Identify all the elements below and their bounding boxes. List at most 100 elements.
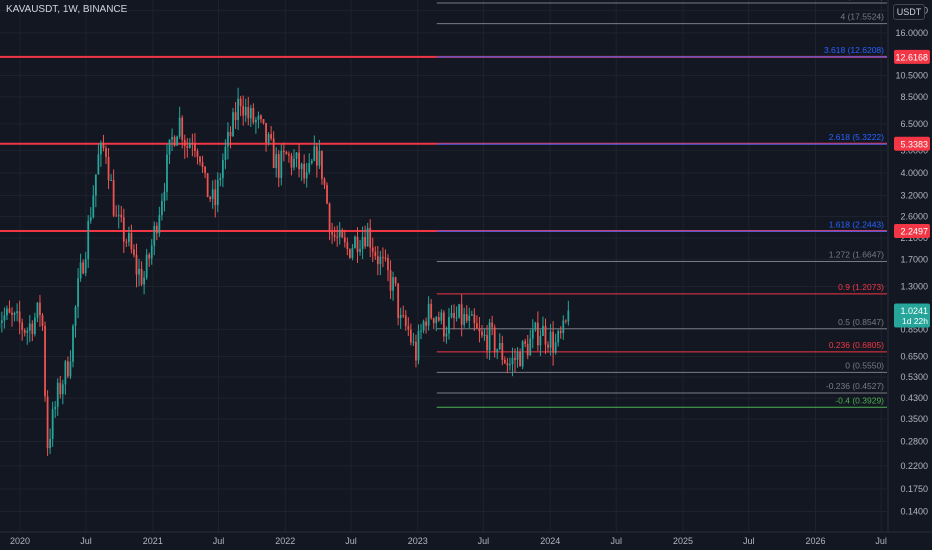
candle-body: [445, 333, 448, 337]
candle-body: [503, 359, 506, 364]
candle-up: [529, 329, 532, 356]
candle-body: [409, 329, 412, 343]
price-tag-label: 12.6168: [895, 52, 928, 62]
candle-up: [483, 328, 486, 341]
price-tick-label: 1.3000: [900, 281, 928, 291]
candle-body: [221, 159, 224, 179]
candle-down: [478, 316, 481, 343]
candle-up: [16, 303, 18, 322]
candle-up: [6, 305, 8, 320]
candle-up: [150, 239, 153, 265]
price-tag-bg: [894, 224, 930, 239]
time-tick-label: Jul: [875, 536, 887, 546]
candle-body: [374, 251, 377, 257]
candle-body: [277, 154, 280, 178]
candle-up: [221, 153, 224, 188]
candle-body: [112, 180, 115, 216]
candle-body: [247, 106, 250, 119]
candle-down: [140, 261, 143, 287]
candle-up: [138, 258, 140, 287]
candle-body: [552, 331, 555, 353]
candle-up: [188, 138, 191, 149]
candle-down: [107, 148, 110, 190]
candle-down: [120, 205, 123, 223]
candle-body: [97, 154, 100, 175]
candle-up: [74, 305, 77, 338]
candle-up: [455, 306, 458, 322]
candle-up: [171, 128, 173, 152]
time-tick-label: Jul: [345, 536, 357, 546]
candle-body: [135, 254, 138, 275]
candle-up: [450, 304, 453, 319]
candle-down: [442, 310, 445, 342]
candle-body: [127, 233, 130, 242]
candle-up: [516, 347, 519, 368]
price-tag-bg: [894, 136, 930, 151]
candle-body: [293, 158, 295, 168]
candle-body: [404, 315, 407, 326]
time-tick-label: Jul: [743, 536, 755, 546]
candle-down: [112, 169, 115, 218]
candle-up: [28, 315, 31, 343]
candle-body: [56, 382, 59, 407]
candle-body: [526, 343, 529, 356]
candle-body: [257, 115, 260, 120]
candle-body: [511, 357, 514, 365]
time-axis-panel: [0, 532, 932, 550]
candle-down: [564, 319, 567, 324]
candle-down: [23, 328, 26, 337]
candle-body: [155, 225, 158, 234]
candle-body: [437, 317, 440, 321]
candle-body: [176, 136, 179, 146]
candle-up: [498, 333, 501, 351]
candle-body: [265, 123, 267, 144]
candle-down: [194, 133, 196, 158]
currency-button[interactable]: USDT: [893, 4, 925, 20]
fib-level-label: 2.618 (5.3222): [829, 132, 884, 142]
candle-body: [488, 322, 491, 351]
candle-body: [122, 217, 125, 242]
price-tick-label: 0.1750: [900, 484, 928, 494]
candle-up: [64, 359, 67, 395]
candle-body: [557, 331, 560, 343]
candle-up: [521, 340, 524, 370]
candle-body: [92, 195, 95, 218]
candle-body: [201, 162, 204, 167]
candle-up: [463, 307, 466, 328]
candle-down: [382, 247, 384, 268]
candle-body: [72, 325, 74, 362]
candle-body: [450, 312, 453, 318]
candle-body: [173, 136, 176, 146]
candle-body: [387, 258, 389, 271]
time-tick-label: Jul: [611, 536, 623, 546]
candle-body: [361, 237, 364, 249]
candle-body: [28, 323, 31, 331]
candle-down: [199, 155, 201, 166]
candle-down: [234, 102, 237, 129]
candle-body: [509, 364, 511, 366]
candle-body: [562, 320, 565, 333]
candle-down: [206, 173, 209, 198]
time-tick-label: 2021: [143, 536, 163, 546]
price-tag: 2.2497: [894, 224, 930, 239]
candle-body: [308, 163, 311, 173]
candle-up: [280, 144, 283, 186]
candle-up: [539, 329, 542, 356]
candle-down: [552, 321, 555, 366]
candle-up: [49, 428, 52, 454]
candle-body: [313, 146, 316, 161]
candle-down: [526, 334, 529, 360]
candle-down: [46, 390, 49, 456]
candle-body: [54, 406, 57, 410]
candle-down: [196, 148, 199, 165]
candle-body: [260, 115, 262, 120]
candle-body: [397, 283, 400, 318]
candle-down: [559, 326, 562, 339]
candle-up: [3, 307, 6, 329]
candle-body: [328, 203, 331, 233]
candle-body: [51, 409, 54, 439]
candle-body: [364, 237, 367, 247]
candle-down: [387, 254, 389, 282]
candle-down: [59, 375, 62, 399]
